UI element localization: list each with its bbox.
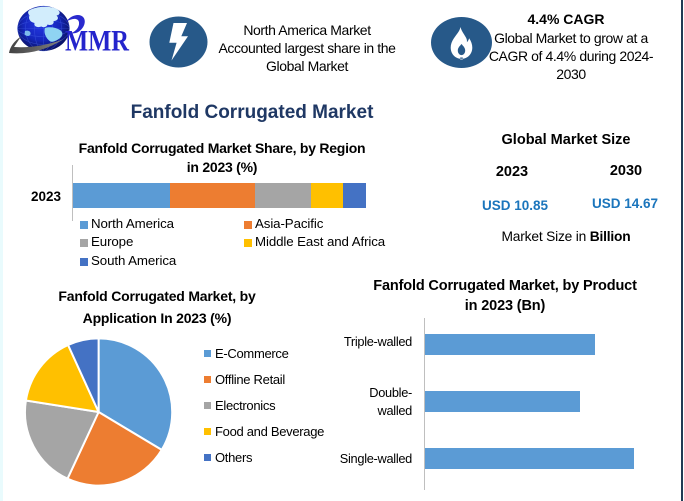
svg-text:MMR: MMR bbox=[65, 25, 129, 58]
